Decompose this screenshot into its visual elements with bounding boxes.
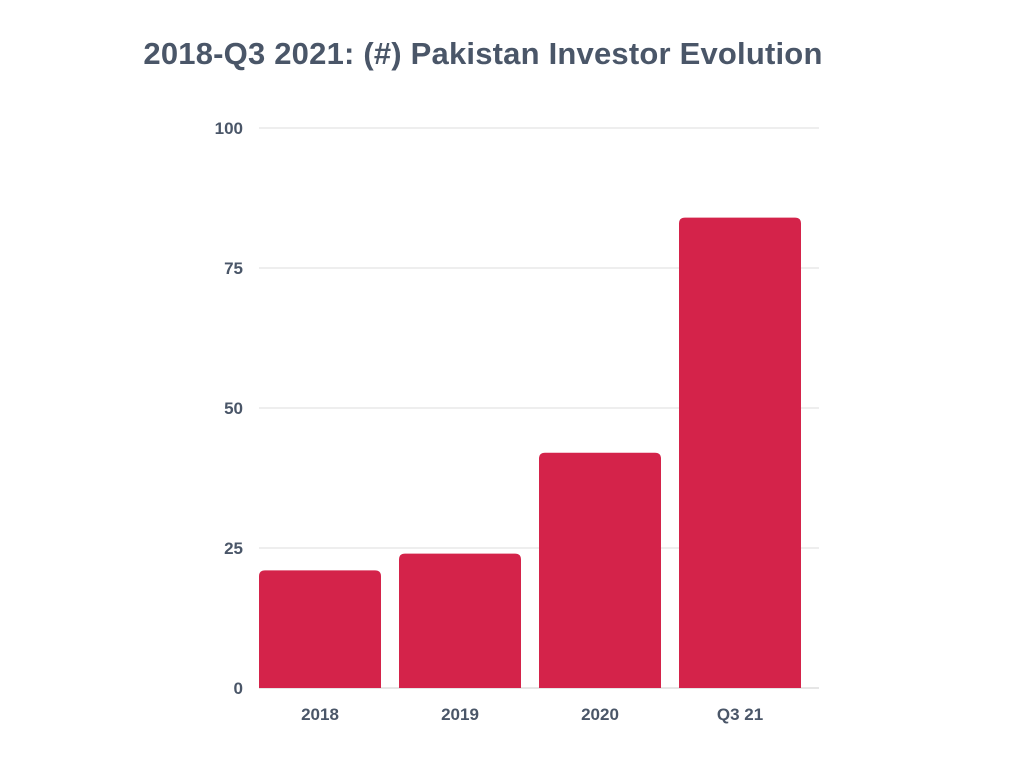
x-tick-label: 2020: [581, 705, 619, 724]
y-tick-label: 75: [224, 259, 243, 278]
y-tick-label: 100: [215, 119, 243, 138]
y-tick-label: 50: [224, 399, 243, 418]
x-tick-label: Q3 21: [717, 705, 763, 724]
bars: [259, 217, 801, 688]
x-tick-label: 2018: [301, 705, 339, 724]
y-tick-label: 25: [224, 539, 243, 558]
x-axis-ticks: 2018 2019 2020 Q3 21: [301, 705, 763, 724]
y-tick-label: 0: [234, 679, 243, 698]
y-axis-ticks: 0 25 50 75 100: [215, 119, 243, 698]
bar-2020: [539, 452, 661, 688]
chart-title: 2018-Q3 2021: (#) Pakistan Investor Evol…: [143, 36, 823, 71]
x-tick-label: 2019: [441, 705, 479, 724]
bar-2018: [259, 570, 381, 688]
bar-2019: [399, 553, 521, 688]
bar-q3-21: [679, 217, 801, 688]
